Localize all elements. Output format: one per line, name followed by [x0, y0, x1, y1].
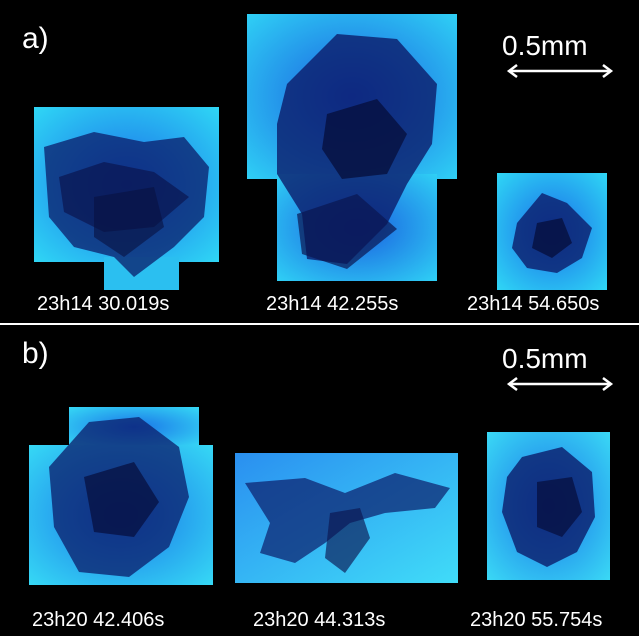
scale-bar-label: 0.5mm: [502, 343, 588, 374]
scale-bar-label: 0.5mm: [502, 30, 588, 61]
timestamp-caption: 23h14 54.650s: [467, 293, 600, 315]
snowflake-photo: [235, 453, 458, 583]
panel-a: a) 0.5mm: [22, 14, 614, 315]
timestamp-caption: 23h14 42.255s: [266, 293, 399, 315]
snowflake-photo: [497, 173, 607, 290]
snowflake-photo: [34, 107, 222, 290]
timestamp-caption: 23h20 55.754s: [470, 609, 603, 631]
panel-b: b) 0.5mm: [0, 323, 639, 636]
snowflake-photo: [29, 407, 213, 585]
scale-bar-arrow: [506, 377, 614, 391]
timestamp-caption: 23h14 30.019s: [37, 293, 170, 315]
timestamp-caption: 23h20 44.313s: [253, 609, 386, 631]
panel-label: b): [22, 337, 49, 370]
scale-bar-arrow: [506, 64, 614, 78]
snowflake-photo: [247, 14, 457, 281]
panel-label: a): [22, 22, 49, 55]
snowflake-photo: [487, 432, 610, 580]
timestamp-caption: 23h20 42.406s: [32, 609, 165, 631]
